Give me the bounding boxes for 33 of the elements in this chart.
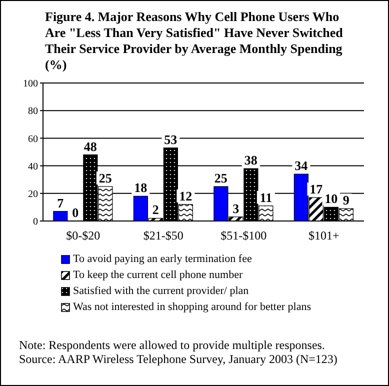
y-tick-label: 40 — [28, 161, 38, 172]
legend-label: Was not interested in shopping around for better plans — [73, 300, 312, 315]
data-label: 48 — [84, 138, 98, 154]
text: Note: Respondents were allowed to provide multiple responses. — [19, 338, 326, 352]
data-label: 25 — [214, 170, 228, 186]
data-label: 9 — [342, 192, 350, 208]
y-tick-label: 0 — [33, 216, 38, 228]
legend-label: Satisfied with the current provider/ plan — [73, 284, 249, 299]
y-tick-label: 100 — [23, 78, 38, 90]
data-label: 0 — [72, 205, 79, 220]
chart-title: Figure 4. Major Reasons Why Cell Phone Users Who Are "Less Than Very Satisfied" Have Never Switched Their Service Provider by Average Monthly Spending (%) — [45, 9, 344, 73]
legend-label: To avoid paying an early termination fee — [73, 252, 252, 267]
x-tick-label: $101+ — [308, 228, 340, 243]
data-label: 11 — [260, 190, 272, 205]
data-label: 3 — [232, 200, 240, 216]
data-label: 53 — [164, 132, 178, 147]
data-label: 2 — [152, 202, 159, 218]
data-label: 12 — [179, 188, 192, 204]
legend-label: To keep the current cell phone number — [73, 268, 243, 283]
data-label: 7 — [57, 195, 64, 210]
data-label: 25 — [98, 170, 112, 186]
y-tick-label: 20 — [28, 188, 38, 200]
data-label: 18 — [134, 180, 148, 196]
x-tick-label: $0-$20 — [66, 228, 100, 243]
x-tick-label: $51-$100 — [220, 228, 267, 243]
y-tick-label: 80 — [28, 106, 38, 118]
data-label: 34 — [294, 158, 308, 174]
data-label: 38 — [244, 152, 258, 168]
y-tick-label: 60 — [28, 134, 38, 145]
x-tick-label: $21-$50 — [143, 228, 184, 243]
source-note: Source: AARP Wireless Telephone Survey, January 2003 (N=123) — [19, 352, 338, 366]
data-label: 10 — [324, 191, 338, 206]
data-label: 17 — [310, 182, 324, 197]
